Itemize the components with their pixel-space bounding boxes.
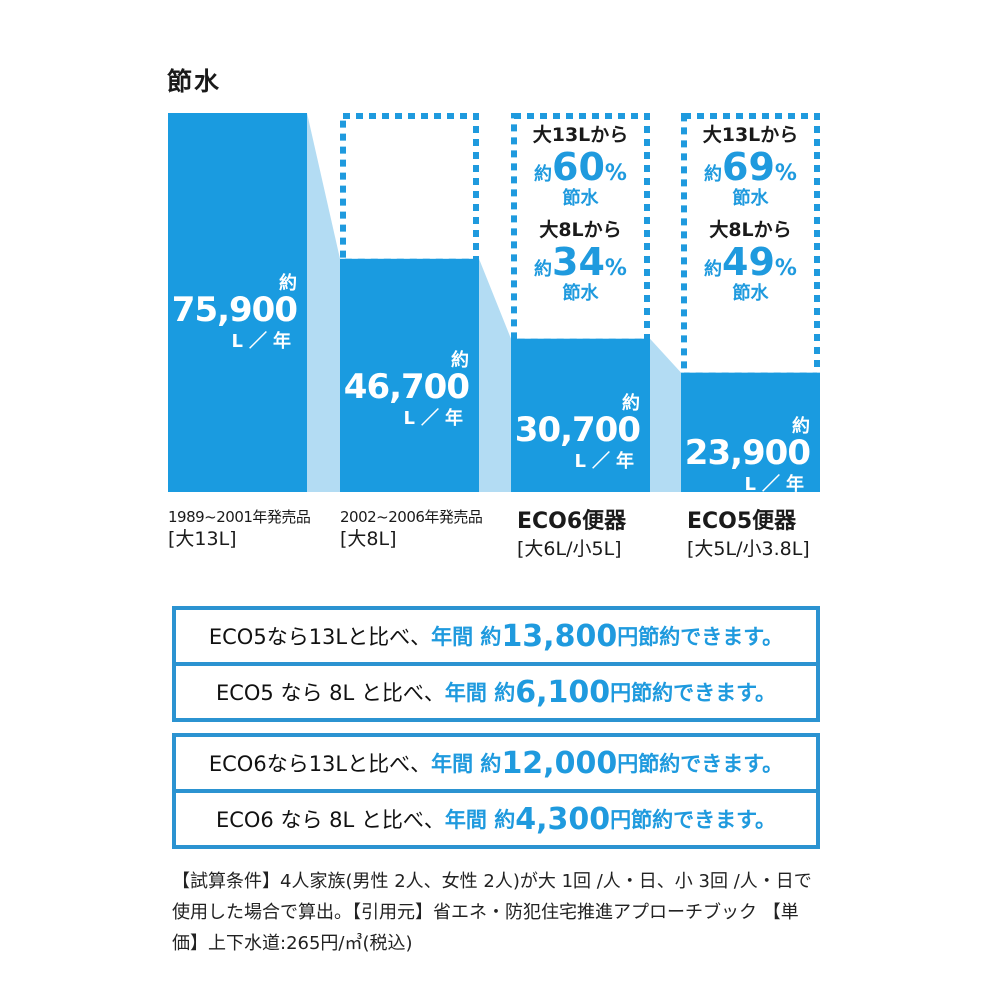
savings-number: 34	[552, 239, 605, 284]
value-number: 75,900	[171, 290, 298, 330]
summary-lead: ECO6なら13Lと比べ、	[208, 752, 432, 776]
summary-row: ECO6なら13Lと比べ、 年間 約 12,000 円 節約できます。	[176, 737, 816, 789]
savings-percent: 約69%	[681, 144, 820, 189]
category-name: 2002~2006年発売品	[340, 508, 483, 526]
savings-from: 大13Lから	[532, 124, 629, 146]
bar-value-label: 約46,700 L／年	[340, 350, 470, 429]
summary-yearly: 年間 約	[444, 808, 516, 832]
category-capacity: [大8L]	[340, 528, 397, 551]
summary-yearly: 年間 約	[431, 752, 502, 776]
value-number: 23,900	[684, 433, 811, 473]
bar	[681, 372, 820, 492]
summary-lead: ECO6 なら 8L と比べ、	[215, 808, 445, 832]
bar	[168, 113, 307, 492]
savings-callout: 大13Lから 約60% 節水 大8Lから 約34% 節水	[511, 124, 650, 315]
savings-pct-sign: %	[604, 255, 627, 281]
summary-yen: 円	[617, 625, 639, 649]
savings-prefix: 約	[534, 163, 553, 185]
savings-number: 69	[722, 144, 775, 189]
savings-number: 60	[552, 144, 605, 189]
savings-pct-sign: %	[604, 160, 627, 186]
savings-label: 節水	[562, 282, 599, 304]
category-label: 2002~2006年発売品 [大8L]	[340, 507, 483, 553]
savings-pct-sign: %	[774, 255, 797, 281]
savings-from: 大13Lから	[702, 124, 799, 146]
summary-yen: 円	[617, 752, 639, 776]
category-capacity: [大5L/小3.8L]	[687, 537, 810, 560]
reference-outline	[340, 113, 479, 265]
category-capacity: [大13L]	[168, 528, 237, 551]
summary-lead: ECO5なら13Lと比べ、	[208, 625, 432, 649]
reference-outline	[511, 113, 650, 345]
savings-percent: 約49%	[681, 239, 820, 284]
savings-prefix: 約	[704, 163, 723, 185]
bar-connector	[650, 338, 681, 492]
category-label: 1989~2001年発売品 [大13L]	[168, 507, 311, 553]
category-label: ECO5便器 [大5L/小3.8L]	[687, 507, 810, 562]
bar	[340, 258, 479, 492]
savings-label: 節水	[732, 187, 769, 209]
savings-label: 節水	[732, 282, 769, 304]
value-prefix: 約	[279, 273, 297, 294]
value-prefix: 約	[451, 350, 469, 371]
summary-tail: 節約できます。	[631, 681, 777, 705]
value-unit: L／年	[744, 474, 810, 495]
value-unit: L／年	[574, 451, 640, 472]
calculation-note: 【試算条件】4人家族(男性 2人、女性 2人)が大 1回 /人・日、小 3回 /…	[172, 871, 812, 954]
summary-row: ECO5 なら 8L と比べ、 年間 約 6,100 円 節約できます。	[176, 662, 816, 718]
savings-from: 大8Lから	[539, 218, 622, 241]
summary-tail: 節約できます。	[638, 625, 784, 649]
savings-pct-sign: %	[774, 160, 797, 186]
savings-from: 大8Lから	[709, 218, 792, 241]
bar-connector	[479, 258, 511, 492]
summary-row: ECO6 なら 8L と比べ、 年間 約 4,300 円 節約できます。	[176, 789, 816, 845]
value-unit: L／年	[403, 408, 469, 429]
savings-prefix: 約	[534, 258, 553, 280]
summary-yearly: 年間 約	[444, 681, 516, 705]
savings-prefix: 約	[704, 258, 723, 280]
bar-connector	[307, 113, 340, 492]
summary-amount: 12,000	[501, 745, 618, 781]
summary-amount: 13,800	[501, 618, 618, 654]
bar	[511, 338, 650, 492]
bar-value-label: 約30,700 L／年	[511, 393, 641, 472]
bar-value-label: 約23,900 L／年	[681, 416, 811, 495]
value-number: 46,700	[343, 367, 470, 407]
bar-value-label: 約75,900 L／年	[168, 273, 298, 352]
value-prefix: 約	[792, 416, 810, 437]
summary-amount: 6,100	[515, 674, 611, 710]
category-name: ECO5便器	[687, 509, 797, 534]
savings-percent: 約34%	[511, 239, 650, 284]
savings-number: 49	[722, 239, 775, 284]
value-number: 30,700	[514, 410, 641, 450]
category-name: 1989~2001年発売品	[168, 508, 311, 526]
value-prefix: 約	[622, 393, 640, 414]
summary-tail: 節約できます。	[638, 752, 784, 776]
summary-tail: 節約できます。	[631, 808, 777, 832]
summary-amount: 4,300	[515, 801, 611, 837]
summary-yen: 円	[610, 808, 632, 832]
summary-box-eco6: ECO6なら13Lと比べ、 年間 約 12,000 円 節約できます。 ECO6…	[172, 733, 820, 849]
category-name: ECO6便器	[517, 509, 627, 534]
value-unit: L／年	[231, 331, 297, 352]
savings-percent: 約60%	[511, 144, 650, 189]
category-capacity: [大6L/小5L]	[517, 537, 622, 560]
summary-yen: 円	[610, 681, 632, 705]
category-label: ECO6便器 [大6L/小5L]	[517, 507, 626, 562]
summary-yearly: 年間 約	[431, 625, 502, 649]
summary-lead: ECO5 なら 8L と比べ、	[215, 681, 445, 705]
summary-box-eco5: ECO5なら13Lと比べ、 年間 約 13,800 円 節約できます。 ECO5…	[172, 606, 820, 722]
savings-callout: 大13Lから 約69% 節水 大8Lから 約49% 節水	[681, 124, 820, 315]
savings-label: 節水	[562, 187, 599, 209]
summary-row: ECO5なら13Lと比べ、 年間 約 13,800 円 節約できます。	[176, 610, 816, 662]
chart-title: 節水	[167, 67, 222, 96]
